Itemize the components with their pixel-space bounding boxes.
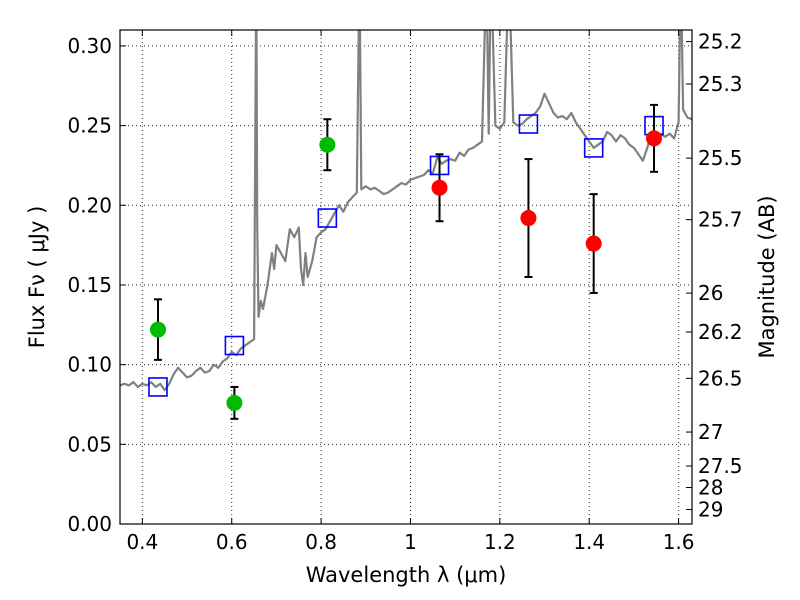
plot-frame: [119, 29, 693, 525]
magnitude-tick-label: 26: [698, 281, 723, 305]
magnitude-tick-label: 29: [698, 497, 723, 521]
magnitude-tick-label: 26.2: [698, 320, 743, 344]
y-tick-label: 0.05: [67, 432, 112, 456]
observed-point-green: [226, 394, 243, 411]
model-photometry-square: [148, 377, 168, 397]
magnitude-tick-label: 25.2: [698, 30, 743, 54]
x-tick-label: 1.4: [573, 530, 605, 554]
tick-layer: 0.4 0.6 0.8 1 1.2 1.4 1.6 0.00 0.05 0.10 0.15 0.20 0…: [67, 30, 742, 554]
x-tick-label: 0.8: [305, 530, 337, 554]
y-tick-label: 0.20: [67, 193, 112, 217]
magnitude-tick-label: 25.7: [698, 208, 743, 232]
y-tick-label: 0.30: [67, 34, 112, 58]
observed-point-green: [319, 136, 336, 153]
magnitude-tick-label: 28: [698, 476, 723, 500]
model-photometry-square: [518, 114, 539, 134]
y-tick-label: 0.10: [67, 353, 112, 377]
x-tick-label: 1.6: [663, 530, 695, 554]
observed-point-red: [646, 130, 663, 147]
data-layer: [120, 30, 692, 420]
magnitude-tick-label: 27: [698, 420, 723, 444]
model-photometry-square: [224, 335, 245, 356]
magnitude-tick-label: 25.3: [698, 72, 743, 96]
y-tick-label: 0.00: [67, 512, 112, 536]
magnitude-tick-label: 25.5: [698, 146, 743, 170]
model-photometry-square: [583, 138, 604, 158]
model-photometry-square: [317, 208, 338, 228]
grid-layer: [120, 30, 692, 524]
right-axis-title: Magnitude (AB): [755, 195, 779, 358]
y-tick-label: 0.15: [67, 273, 112, 297]
y-tick-label: 0.25: [67, 114, 112, 138]
x-tick-label: 1: [404, 530, 417, 554]
magnitude-tick-label: 26.5: [698, 366, 743, 390]
model-spectrum-line: [120, 30, 692, 392]
observed-point-red: [520, 210, 537, 227]
observed-point-red: [431, 179, 448, 196]
x-tick-label: 0.6: [216, 530, 248, 554]
x-tick-label: 1.2: [484, 530, 516, 554]
x-tick-label: 0.4: [126, 530, 158, 554]
observed-point-red: [585, 235, 602, 252]
y-axis-title: Flux Fν ( μJy ): [25, 206, 49, 349]
observed-point-green: [149, 321, 166, 338]
magnitude-tick-label: 27.5: [698, 454, 743, 478]
x-axis-title: Wavelength λ (μm): [306, 563, 507, 587]
